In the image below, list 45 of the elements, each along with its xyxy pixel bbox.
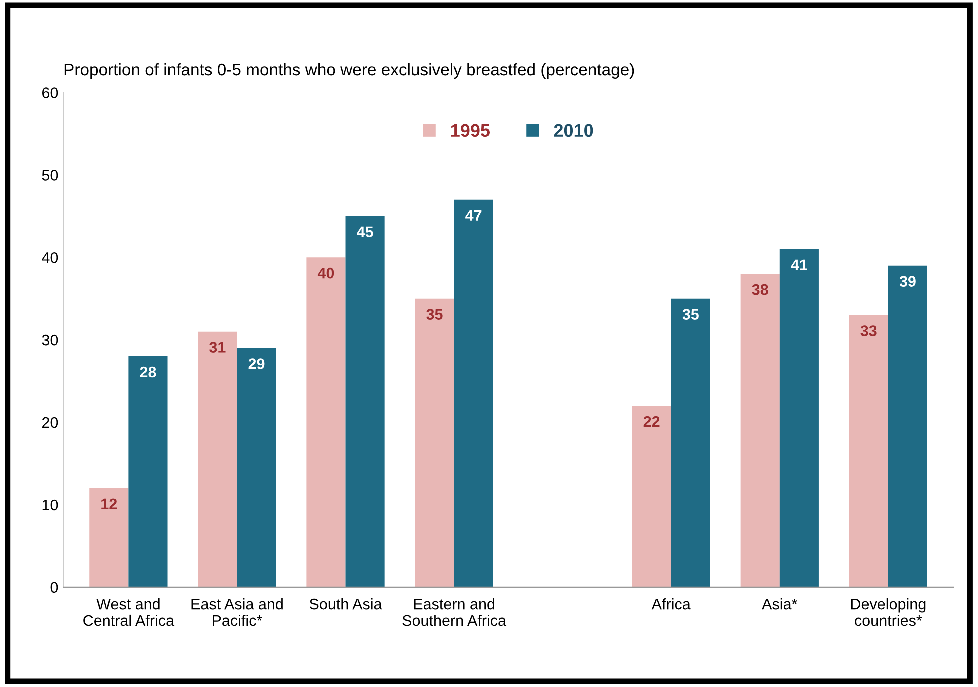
bar [888, 266, 928, 588]
data-label: 33 [860, 326, 877, 336]
y-tick-label: 20 [42, 417, 58, 428]
bar [198, 332, 238, 588]
bar [849, 315, 888, 588]
y-tick-label: 10 [42, 500, 58, 511]
bar [237, 348, 276, 588]
x-tick-label: East Asia and Pacific* [192, 598, 283, 626]
data-label: 38 [752, 284, 768, 296]
data-label: 45 [357, 226, 374, 238]
x-tick-label: Asia* [762, 598, 798, 610]
data-label: 31 [210, 342, 226, 353]
bar [454, 200, 494, 588]
y-tick-label: 30 [42, 334, 58, 346]
data-label: 47 [466, 210, 482, 221]
y-tick-label: 0 [50, 582, 58, 594]
bar [128, 356, 168, 588]
data-label: 35 [426, 309, 443, 320]
legend-label: 2010 [554, 124, 594, 138]
x-tick-label: Africa [652, 598, 691, 610]
y-tick-label: 40 [42, 252, 58, 264]
data-label: 41 [791, 260, 808, 270]
y-tick-label: 60 [42, 88, 58, 98]
y-tick-label: 50 [42, 170, 58, 181]
bar [415, 298, 454, 588]
legend-label: 1995 [451, 124, 490, 138]
bar [671, 298, 710, 588]
x-tick-label: Developing countries* [851, 598, 926, 626]
bar [780, 249, 819, 588]
data-label: 35 [682, 309, 699, 320]
chart-title: Proportion of infants 0-5 months who were exclusively breastfed (percentage) [64, 63, 634, 80]
bar [740, 274, 780, 588]
data-label: 28 [140, 366, 156, 378]
data-label: 39 [900, 276, 916, 288]
data-label: 29 [248, 358, 265, 370]
bar [90, 488, 129, 588]
data-label: 12 [102, 498, 118, 510]
x-tick-label: Eastern and Southern Africa [402, 598, 507, 626]
data-label: 40 [318, 268, 334, 279]
bar [632, 406, 672, 588]
x-tick-label: South Asia [310, 598, 382, 610]
bar [346, 216, 385, 588]
data-label: 22 [644, 416, 660, 427]
bar [306, 258, 346, 588]
x-tick-label: West and Central Africa [84, 598, 175, 626]
